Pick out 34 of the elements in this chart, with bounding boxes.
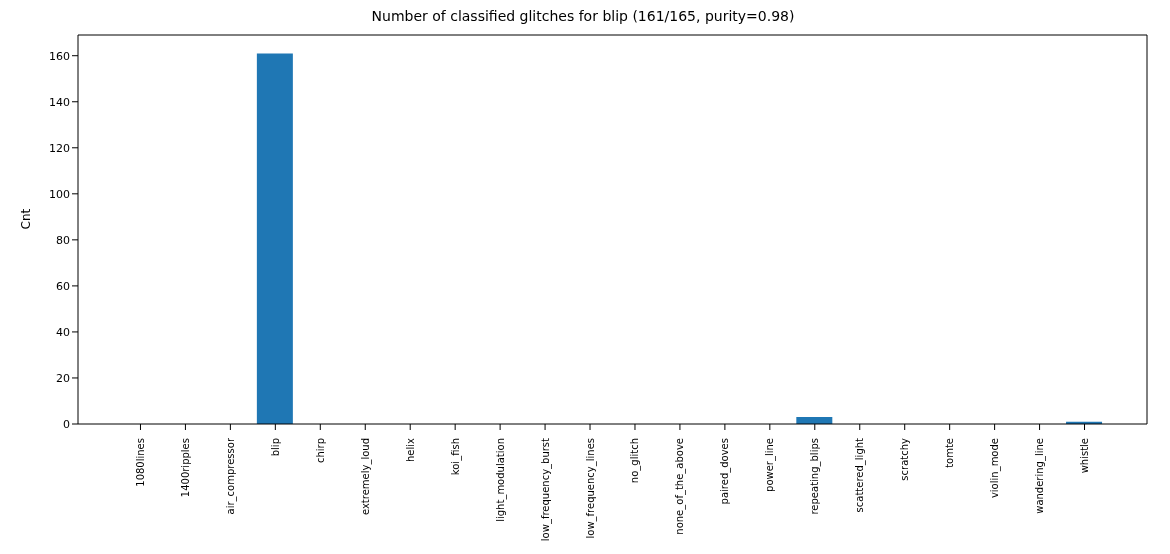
x-tick-label: low_frequency_burst xyxy=(539,437,552,542)
x-tick-label: light_modulation xyxy=(494,438,507,522)
x-tick-label: chirp xyxy=(314,438,326,464)
x-tick-label: violin_mode xyxy=(989,438,1002,499)
y-tick-label: 0 xyxy=(63,417,70,431)
x-tick-label: paired_doves xyxy=(719,438,732,505)
y-tick-label: 20 xyxy=(56,371,70,385)
x-tick-label: none_of_the_above xyxy=(674,438,687,535)
x-tick-label: power_line xyxy=(764,438,777,492)
x-tick-label: helix xyxy=(404,437,416,462)
x-tick-label: whistle xyxy=(1079,438,1091,474)
x-tick-label: tomte xyxy=(944,438,956,468)
x-tick-label: scratchy xyxy=(899,437,911,481)
y-axis-title: Cnt xyxy=(19,208,34,230)
x-tick-label: no_glitch xyxy=(629,438,642,484)
x-tick-label: 1400ripples xyxy=(179,438,191,498)
x-tick-label: blip xyxy=(269,438,281,457)
y-tick-label: 60 xyxy=(56,279,70,293)
y-tick-label: 160 xyxy=(49,49,70,63)
x-tick-label: extremely_loud xyxy=(359,438,372,516)
x-tick-label: 1080lines xyxy=(134,438,146,487)
x-tick-label: scattered_light xyxy=(854,437,867,513)
x-tick-label: low_frequency_lines xyxy=(584,438,597,539)
y-tick-label: 140 xyxy=(49,95,70,109)
x-tick-label: air_compressor xyxy=(224,437,237,515)
y-tick-label: 40 xyxy=(56,325,70,339)
chart-title: Number of classified glitches for blip (161/165, purity=0.98) xyxy=(370,8,796,26)
x-tick-label: wandering_line xyxy=(1034,438,1047,514)
y-tick-label: 100 xyxy=(49,187,70,201)
y-tick-label: 80 xyxy=(56,233,70,247)
y-tick-label: 120 xyxy=(49,141,70,155)
bar xyxy=(256,53,293,424)
x-tick-label: repeating_blips xyxy=(809,438,822,515)
x-tick-label: koi_fish xyxy=(449,438,462,476)
